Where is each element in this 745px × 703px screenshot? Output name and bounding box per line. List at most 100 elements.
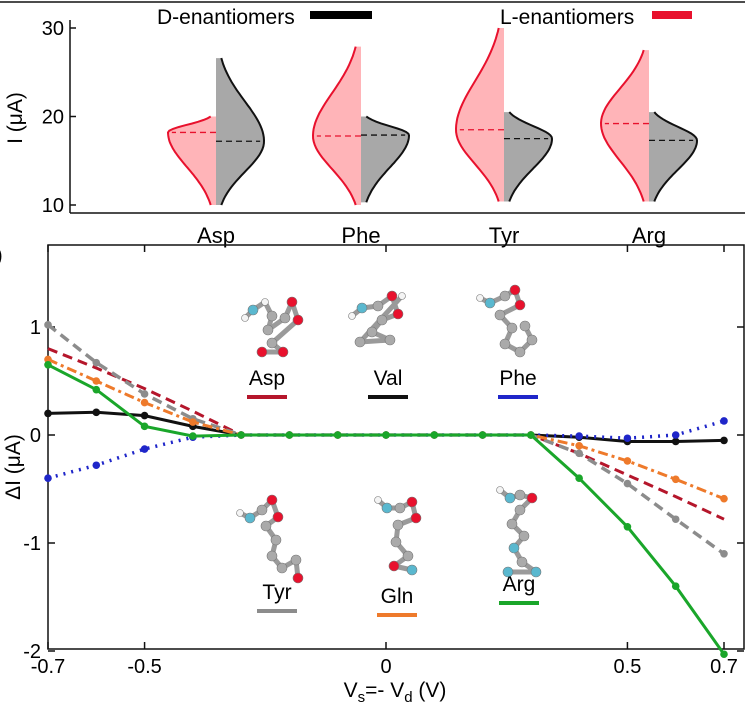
line-y-axis-label: ΔI (μA) bbox=[2, 434, 25, 500]
molecule-atom bbox=[292, 314, 304, 326]
series-val-point bbox=[140, 411, 149, 420]
violin-d-phe-fill bbox=[361, 116, 409, 203]
violin-d-asp-outline bbox=[220, 57, 266, 206]
line-chart-frame bbox=[47, 244, 745, 650]
series-arg-point bbox=[44, 361, 52, 369]
series-gln-point bbox=[623, 457, 632, 465]
x-label-mid: =- V bbox=[365, 679, 404, 702]
series-arg-point bbox=[671, 582, 680, 590]
line-ticks: -0.7 -0.5 0 0.5 0.7 1 0 -1 -2 bbox=[23, 245, 744, 678]
molecule-atom bbox=[494, 309, 506, 321]
x-label-sub-s: s bbox=[358, 689, 366, 703]
violin-category-label: Arg bbox=[632, 223, 666, 248]
molecule-structures: Asp Val Phe Tyr Gln Arg bbox=[236, 284, 542, 617]
violin-legend: D-enantiomers L-enantiomers bbox=[157, 6, 692, 29]
molecule-atom bbox=[514, 299, 526, 311]
series-tyr-point bbox=[623, 479, 632, 488]
series-arg-point bbox=[478, 431, 487, 439]
series-val-point bbox=[720, 436, 728, 445]
series-gln-point bbox=[140, 398, 149, 407]
series-arg-point bbox=[285, 431, 294, 439]
legend-l-enantiomers-label: L-enantiomers bbox=[500, 6, 634, 29]
series-tyr-point bbox=[44, 321, 52, 329]
molecule-atom bbox=[256, 346, 268, 358]
legend-l-enantiomers-swatch bbox=[652, 11, 692, 19]
molecule-label-phe: Phe bbox=[499, 367, 536, 390]
molecule-atom bbox=[506, 518, 518, 530]
molecule-atom bbox=[506, 322, 518, 334]
series-tyr-point bbox=[720, 550, 728, 558]
molecule-atom bbox=[260, 520, 272, 532]
molecule-atom bbox=[402, 550, 414, 562]
violin-l-phe-outline bbox=[311, 46, 357, 206]
molecule-phe-structure bbox=[476, 284, 538, 358]
molecule-tyr-structure bbox=[236, 494, 304, 584]
panel-label: ) bbox=[0, 245, 3, 267]
series-val-point bbox=[671, 437, 680, 446]
violin-l-arg-outline bbox=[599, 49, 645, 202]
series-tyr-point bbox=[92, 358, 101, 367]
molecule-gln-structure bbox=[374, 496, 422, 576]
series-gln-point bbox=[92, 377, 101, 385]
series-val-point bbox=[44, 409, 52, 418]
violin-y-axis: I (μA) bbox=[4, 20, 745, 214]
line-y-tick-label: -2 bbox=[23, 641, 41, 663]
line-x-axis-label: Vs=- Vd (V) bbox=[344, 679, 447, 703]
molecule-atom bbox=[372, 300, 384, 312]
series-gln-point bbox=[671, 475, 680, 484]
violin-d-phe-outline bbox=[365, 115, 411, 203]
molecule-atom bbox=[376, 314, 388, 326]
molecule-atom bbox=[514, 489, 526, 501]
line-x-tick-label: 0 bbox=[380, 656, 391, 678]
series-arg-point bbox=[140, 422, 149, 431]
line-y-tick-label: 0 bbox=[30, 425, 41, 447]
series-arg-point bbox=[527, 431, 535, 439]
series-phe-point bbox=[720, 417, 728, 425]
molecule-atom bbox=[496, 486, 504, 494]
molecule-atom bbox=[518, 530, 530, 542]
series-phe-point bbox=[575, 432, 583, 440]
molecule-atom bbox=[261, 298, 269, 306]
molecule-atom bbox=[384, 334, 396, 346]
x-label-v: V bbox=[344, 679, 358, 702]
molecule-atom bbox=[499, 338, 511, 350]
molecule-atom bbox=[476, 294, 484, 302]
series-phe-point bbox=[44, 474, 52, 483]
series-tyr-point bbox=[671, 515, 680, 524]
line-chart: -0.7 -0.5 0 0.5 0.7 1 0 -1 -2 Asp Val Phe Tyr Gln Arg… bbox=[2, 244, 745, 703]
molecule-atom bbox=[292, 572, 304, 584]
molecule-atom bbox=[504, 492, 516, 504]
molecule-atom bbox=[390, 536, 402, 548]
line-x-tick-label: 0.5 bbox=[614, 656, 642, 678]
molecule-atom bbox=[348, 312, 356, 320]
molecule-label-asp: Asp bbox=[249, 367, 285, 390]
molecule-legend-swatch-arg bbox=[499, 601, 539, 605]
series-tyr-point bbox=[140, 390, 149, 398]
molecule-atom bbox=[388, 560, 400, 572]
molecule-atom bbox=[502, 566, 514, 578]
molecule-atom bbox=[270, 534, 282, 546]
molecule-atom bbox=[514, 504, 526, 516]
series-phe-point bbox=[140, 445, 149, 453]
series-arg-point bbox=[623, 523, 632, 531]
series-gln-point bbox=[44, 355, 52, 364]
violin-chart: I (μA) 10 20 30 Asp Phe Tyr Arg D-enantiomers… bbox=[0, 1, 745, 248]
series-arg-point bbox=[189, 432, 197, 440]
molecule-atom bbox=[526, 334, 538, 346]
molecule-atom bbox=[509, 284, 521, 296]
molecule-atom bbox=[526, 492, 538, 504]
series-gln-point bbox=[720, 494, 728, 503]
molecule-atom bbox=[374, 496, 382, 504]
molecule-asp-structure bbox=[241, 296, 304, 358]
molecule-label-tyr: Tyr bbox=[262, 581, 291, 604]
violin-y-tick-label: 30 bbox=[42, 18, 64, 40]
series-arg-point bbox=[430, 431, 439, 439]
series-phe-point bbox=[623, 434, 632, 443]
violin-l-phe-fill bbox=[313, 46, 361, 206]
series-arg-point bbox=[92, 385, 101, 394]
molecule-atom bbox=[236, 509, 244, 517]
molecule-atom bbox=[366, 326, 378, 338]
molecule-atom bbox=[277, 346, 289, 358]
violin-d-asp-fill bbox=[216, 58, 264, 206]
line-series bbox=[44, 321, 728, 659]
